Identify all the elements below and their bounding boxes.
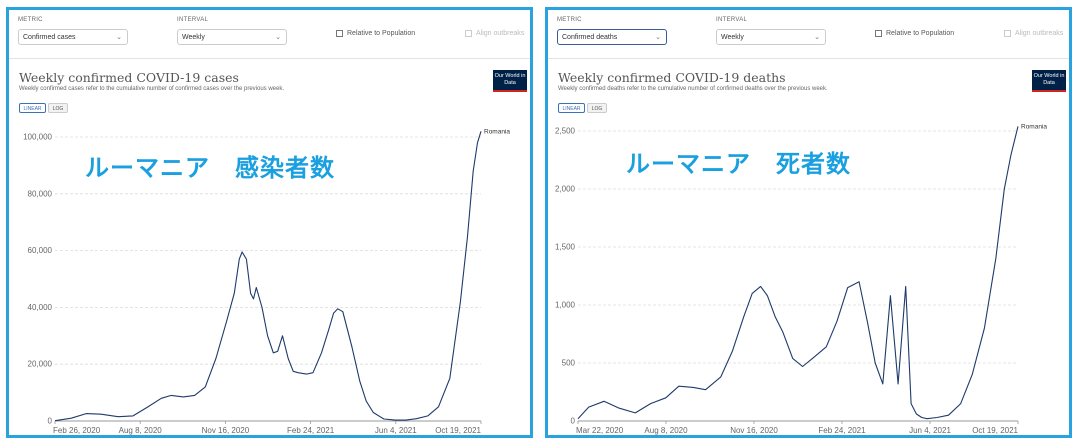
x-tick-label: Oct 19, 2021: [972, 426, 1018, 435]
chart-panel-cases: METRIC Confirmed cases ⌄ INTERVAL Weekly…: [6, 7, 533, 438]
linear-scale-button[interactable]: LINEAR: [558, 103, 585, 113]
log-scale-button[interactable]: LOG: [587, 103, 607, 113]
logo-text: Our World in Data: [494, 73, 526, 86]
metric-select-value: Confirmed cases: [23, 34, 76, 41]
chart-title: Weekly confirmed COVID-19 cases: [19, 70, 239, 85]
x-tick-label: Nov 16, 2020: [730, 426, 778, 435]
series-line: [54, 131, 482, 422]
align-label: Align outbreaks: [1015, 30, 1064, 37]
chevron-down-icon: ⌄: [275, 34, 281, 41]
overlay-annotation: ルーマニア 感染者数: [85, 154, 335, 182]
owid-logo[interactable]: Our World in Data: [1032, 70, 1066, 92]
line-chart-deaths: 0 500 1,000 1,500 2,000 2,500 Mar 22, 2020 Aug …: [555, 123, 1047, 435]
interval-select-value: Weekly: [721, 34, 744, 41]
y-tick-label: 2,500: [555, 127, 576, 136]
x-tick-label: Feb 26, 2020: [53, 426, 101, 435]
align-label: Align outbreaks: [476, 30, 525, 37]
metric-label: METRIC: [557, 17, 582, 23]
chart-subtitle: Weekly confirmed cases refer to the cumu…: [19, 86, 285, 92]
x-tick-label: Oct 19, 2021: [435, 426, 481, 435]
align-checkbox[interactable]: [1004, 30, 1011, 37]
divider: [9, 58, 530, 59]
log-scale-button[interactable]: LOG: [48, 103, 68, 113]
owid-logo[interactable]: Our World in Data: [493, 70, 527, 92]
chart-subtitle: Weekly confirmed deaths refer to the cum…: [558, 86, 828, 92]
chart-panel-deaths: METRIC Confirmed deaths ⌄ INTERVAL Weekl…: [545, 7, 1072, 438]
y-tick-label: 0: [48, 417, 53, 426]
metric-select[interactable]: Confirmed cases ⌄: [18, 29, 128, 45]
logo-text: Our World in Data: [1033, 73, 1065, 86]
line-chart-cases: 0 20,000 40,000 60,000 80,000 100,000 Feb 26, …: [23, 128, 510, 435]
y-tick-label: 0: [571, 417, 576, 426]
chart-title: Weekly confirmed COVID-19 deaths: [558, 70, 786, 85]
y-tick-label: 2,000: [555, 185, 576, 194]
linear-scale-button[interactable]: LINEAR: [19, 103, 46, 113]
y-tick-label: 1,500: [555, 243, 576, 252]
x-tick-label: Aug 8, 2020: [644, 426, 688, 435]
y-tick-label: 1,000: [555, 301, 576, 310]
x-tick-label: Jun 4, 2021: [375, 426, 417, 435]
metric-select[interactable]: Confirmed deaths ⌄: [557, 29, 667, 45]
y-tick-label: 40,000: [28, 303, 53, 312]
align-checkbox[interactable]: [465, 30, 472, 37]
y-tick-label: 20,000: [28, 360, 53, 369]
x-tick-label: Aug 8, 2020: [119, 426, 163, 435]
interval-label: INTERVAL: [716, 17, 748, 23]
metric-select-value: Confirmed deaths: [562, 34, 618, 41]
chevron-down-icon: ⌄: [655, 34, 661, 41]
interval-select[interactable]: Weekly ⌄: [716, 29, 826, 45]
x-tick-label: Feb 24, 2021: [287, 426, 335, 435]
y-tick-label: 80,000: [28, 189, 53, 198]
y-tick-label: 60,000: [28, 246, 53, 255]
relative-label: Relative to Population: [347, 30, 416, 37]
chevron-down-icon: ⌄: [814, 34, 820, 41]
overlay-annotation: ルーマニア 死者数: [626, 150, 851, 178]
divider: [548, 58, 1069, 59]
x-tick-label: Mar 22, 2020: [576, 426, 624, 435]
interval-select-value: Weekly: [182, 34, 205, 41]
interval-select[interactable]: Weekly ⌄: [177, 29, 287, 45]
chevron-down-icon: ⌄: [116, 34, 122, 41]
y-tick-label: 500: [562, 359, 576, 368]
x-tick-label: Nov 16, 2020: [202, 426, 250, 435]
interval-label: INTERVAL: [177, 17, 209, 23]
metric-label: METRIC: [18, 17, 43, 23]
relative-label: Relative to Population: [886, 30, 955, 37]
series-label: Romania: [1021, 123, 1047, 130]
relative-checkbox[interactable]: [875, 30, 882, 37]
x-tick-label: Feb 24, 2021: [818, 426, 866, 435]
series-line: [577, 126, 1019, 420]
y-tick-label: 100,000: [23, 133, 52, 142]
series-label: Romania: [484, 128, 510, 135]
relative-checkbox[interactable]: [336, 30, 343, 37]
x-tick-label: Jun 4, 2021: [909, 426, 951, 435]
